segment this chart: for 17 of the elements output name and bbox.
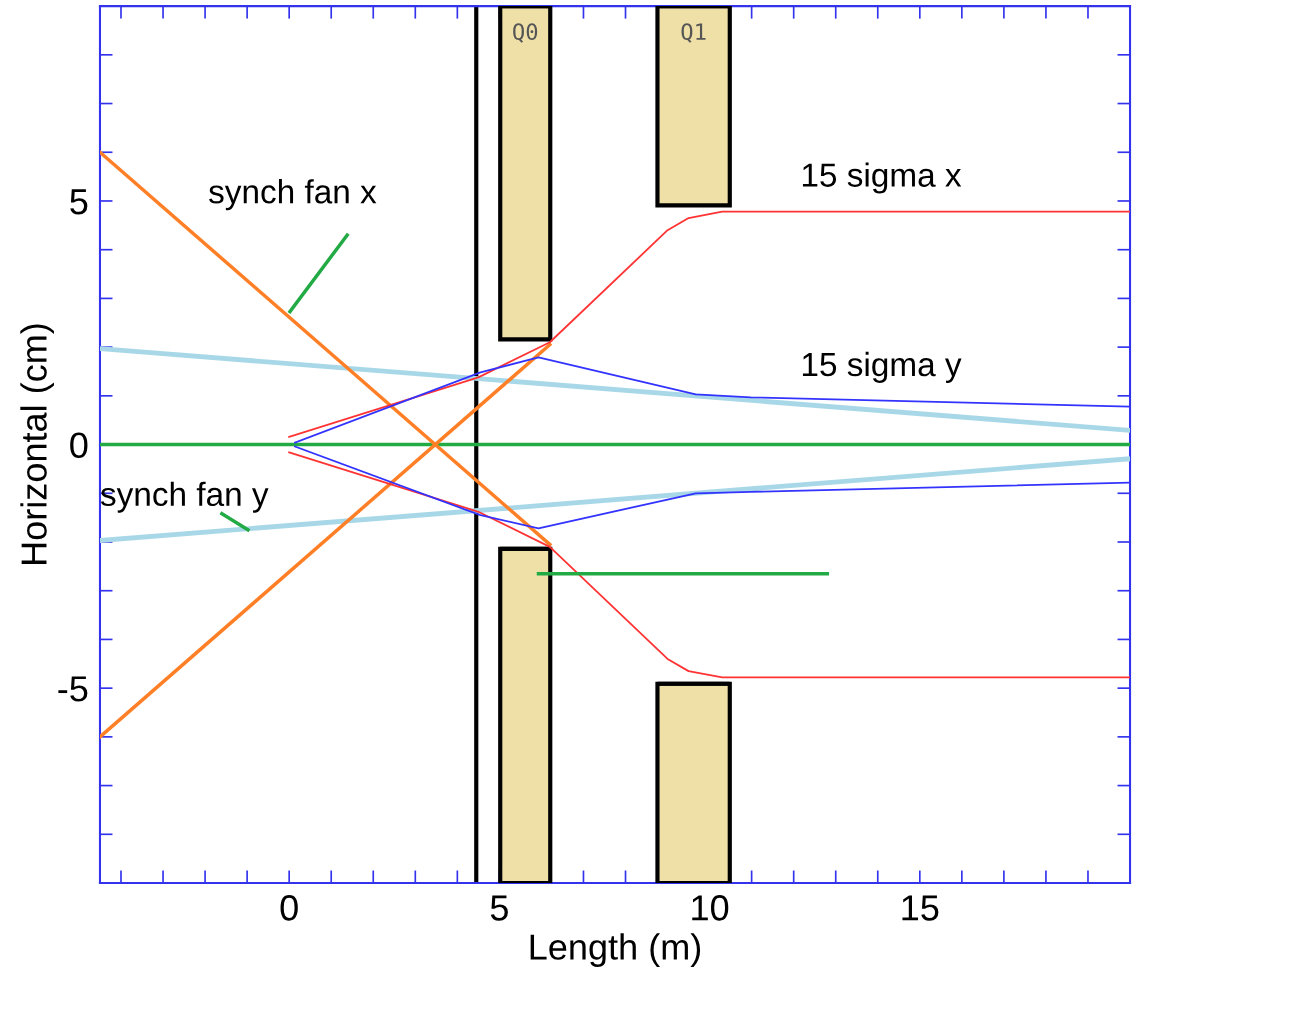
x-tick-label: 10 bbox=[692, 895, 729, 921]
line-series bbox=[288, 451, 1131, 679]
y-tick-label: 0 bbox=[70, 432, 88, 458]
y-tick-label: 5 bbox=[70, 189, 88, 215]
y-axis-title: Horizontal (cm) bbox=[20, 324, 54, 564]
data-label: Q0 bbox=[513, 23, 538, 43]
x-tick-label: 5 bbox=[490, 895, 508, 921]
annotation: 15 sigma y bbox=[802, 351, 962, 383]
data-label: Q1 bbox=[681, 23, 706, 43]
x-tick-label: 15 bbox=[902, 895, 939, 921]
line-series bbox=[288, 210, 1131, 438]
annotation: synch fan x bbox=[209, 179, 377, 211]
annotation: synch fan y bbox=[100, 481, 269, 513]
x-axis-title: Length (m) bbox=[530, 933, 701, 967]
y-tick-label: -5 bbox=[58, 676, 88, 702]
annotation: 15 sigma x bbox=[802, 162, 962, 194]
x-tick-label: 0 bbox=[280, 895, 298, 921]
